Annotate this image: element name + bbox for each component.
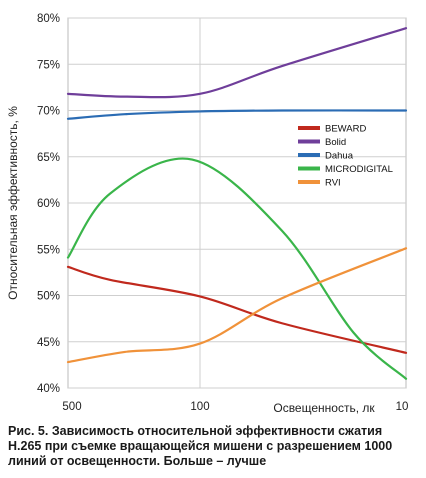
series-line-beward — [66, 265, 408, 354]
y-tick-label: 50% — [37, 291, 60, 303]
series-line-microdigital — [66, 157, 408, 380]
y-tick-label: 65% — [37, 152, 60, 164]
y-tick-label: 60% — [37, 198, 60, 210]
x-tick-labels: 500 100 10 — [62, 401, 408, 413]
legend-label-bolid: Bolid — [325, 137, 346, 148]
y-tick-label: 45% — [37, 337, 60, 349]
series-line-dahua — [66, 109, 408, 120]
x-tick-label: 500 — [62, 401, 81, 413]
line-chart: 40% 45% 50% 55% 60% 65% 70% 75% 80% 500 100 10 Осв… — [6, 13, 408, 415]
legend-label-beward: BEWARD — [325, 124, 366, 135]
series-line-bolid — [66, 27, 408, 99]
y-tick-label: 55% — [37, 244, 60, 256]
x-tick-label: 10 — [396, 401, 409, 413]
legend-label-microdigital: MICRODIGITAL — [325, 164, 393, 175]
legend-label-rvi: RVI — [325, 178, 341, 189]
figure-caption: Рис. 5. Зависимость относительной эффект… — [8, 424, 393, 468]
series-line-rvi — [66, 247, 408, 364]
series-layer — [66, 27, 408, 380]
x-axis-title: Освещенность, лк — [273, 401, 375, 415]
y-tick-labels: 40% 45% 50% 55% 60% 65% 70% 75% 80% — [37, 13, 60, 395]
y-tick-label: 80% — [37, 13, 60, 25]
x-tick-label: 100 — [190, 401, 209, 413]
y-tick-label: 70% — [37, 106, 60, 118]
legend-label-dahua: Dahua — [325, 151, 354, 162]
y-tick-label: 40% — [37, 383, 60, 395]
y-tick-label: 75% — [37, 59, 60, 71]
y-axis-title: Относительная эффективность, % — [6, 106, 20, 300]
legend: BEWARD Bolid Dahua MICRODIGITAL RVI — [298, 124, 393, 189]
